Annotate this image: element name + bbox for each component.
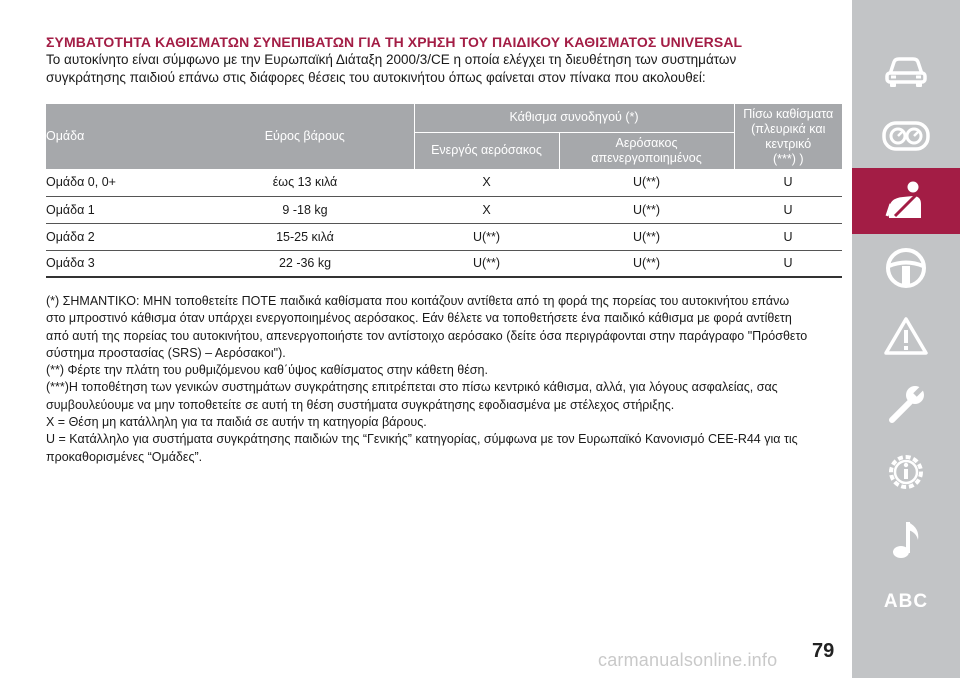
cell-weight: 9 -18 kg (196, 196, 414, 224)
music-note-icon (893, 522, 919, 558)
header-rear-seats: Πίσω καθίσματα (πλευρικά και κεντρικό (*… (733, 104, 842, 169)
cell-rear: U (734, 223, 842, 251)
note-line: (***)Η τοποθέτηση των γενικών συστημάτων… (46, 380, 778, 395)
page-content: ΣΥΜΒΑΤΟΤΗΤΑ ΚΑΘΙΣΜΑΤΩΝ ΣΥΝΕΠΙΒΑΤΩΝ ΓΙΑ Τ… (46, 34, 842, 87)
cell-airbag-disabled: U(**) (559, 196, 734, 224)
nav-maintenance[interactable] (852, 370, 960, 438)
chapter-sidebar: ABC (852, 0, 960, 678)
nav-vehicle-knowledge[interactable] (852, 36, 960, 104)
nav-starting-driving[interactable] (852, 234, 960, 302)
table-row: Ομάδα 2 15-25 κιλά U(**) U(**) U (46, 223, 842, 251)
warning-triangle-icon (884, 317, 928, 355)
nav-safety[interactable] (852, 168, 960, 234)
cell-airbag-active: U(**) (414, 250, 559, 278)
note-line: στο μπροστινό κάθισμα όταν υπάρχει ενεργ… (46, 311, 792, 326)
note-line: (*) ΣΗΜΑΝΤΙΚΟ: ΜΗΝ τοποθετείτε ΠΟΤΕ παιδ… (46, 294, 790, 308)
header-group: Ομάδα (46, 104, 196, 169)
cell-airbag-active: X (414, 169, 559, 197)
intro-line: Το αυτοκίνητο είναι σύμφωνο με την Ευρωπ… (46, 52, 737, 67)
cell-weight: έως 13 κιλά (196, 169, 414, 197)
cell-group: Ομάδα 0, 0+ (46, 169, 196, 197)
table-row: Ομάδα 1 9 -18 kg X U(**) U (46, 196, 842, 224)
cell-weight: 22 -36 kg (196, 250, 414, 278)
note-line: σύστημα προστασίας (SRS) – Αερόσακοι"). (46, 345, 286, 360)
note-line: από αυτή της πορείας του αυτοκινήτου, απ… (46, 328, 808, 343)
nav-instrument-panel[interactable] (852, 102, 960, 170)
footnotes: (*) ΣΗΜΑΝΤΙΚΟ: ΜΗΝ τοποθετείτε ΠΟΤΕ παιδ… (46, 293, 846, 466)
cell-airbag-active: X (414, 196, 559, 224)
note-line: X = Θέση μη κατάλληλη για τα παιδιά σε α… (46, 415, 427, 430)
intro-paragraph: Το αυτοκίνητο είναι σύμφωνο με την Ευρωπ… (46, 51, 842, 87)
table-row: Ομάδα 0, 0+ έως 13 κιλά X U(**) U (46, 169, 842, 197)
cell-airbag-disabled: U(**) (559, 250, 734, 278)
index-label: ABC (883, 591, 929, 612)
cell-rear: U (734, 250, 842, 278)
info-gear-icon (889, 455, 923, 489)
table-row: Ομάδα 3 22 -36 kg U(**) U(**) U (46, 250, 842, 278)
cell-group: Ομάδα 3 (46, 250, 196, 278)
header-airbag-active: Ενεργός αερόσακος (413, 131, 559, 169)
dashboard-gauges-icon (882, 121, 930, 151)
section-title: ΣΥΜΒΑΤΟΤΗΤΑ ΚΑΘΙΣΜΑΤΩΝ ΣΥΝΕΠΙΒΑΤΩΝ ΓΙΑ Τ… (46, 34, 743, 50)
steering-wheel-icon (886, 248, 926, 288)
cell-weight: 15-25 κιλά (196, 223, 414, 251)
intro-line: συγκράτησης παιδιού επάνω στις διάφορες … (46, 70, 706, 85)
page-number: 79 (812, 640, 835, 662)
seatbelt-person-icon (885, 181, 921, 218)
car-icon (885, 57, 927, 87)
note-line: συμβουλεύουμε να μην τοποθετείτε σε αυτή… (46, 397, 675, 412)
cell-group: Ομάδα 1 (46, 196, 196, 224)
cell-rear: U (734, 196, 842, 224)
nav-multimedia[interactable] (852, 506, 960, 574)
cell-airbag-disabled: U(**) (559, 169, 734, 197)
seat-compatibility-table: Ομάδα Εύρος βάρους Κάθισμα συνοδηγού (*)… (46, 104, 842, 278)
note-line: προκαθορισμένες “Ομάδες”. (46, 449, 203, 464)
header-airbag-disabled: Αερόσακος απενεργοποιημένος (558, 131, 734, 169)
cell-airbag-disabled: U(**) (559, 223, 734, 251)
wrench-icon (889, 384, 926, 423)
watermark: carmanualsonline.info (598, 650, 778, 670)
nav-index[interactable]: ABC (852, 568, 960, 636)
nav-emergency[interactable] (852, 302, 960, 370)
cell-rear: U (734, 169, 842, 197)
note-line: U = Κατάλληλο για συστήματα συγκράτησης … (46, 432, 798, 447)
cell-group: Ομάδα 2 (46, 223, 196, 251)
nav-technical-data[interactable] (852, 438, 960, 506)
header-passenger-seat: Κάθισμα συνοδηγού (*) (413, 104, 734, 132)
note-line: (**) Φέρτε την πλάτη του ρυθμιζόμενου κα… (46, 363, 488, 378)
cell-airbag-active: U(**) (414, 223, 559, 251)
header-weight: Εύρος βάρους (196, 104, 414, 169)
